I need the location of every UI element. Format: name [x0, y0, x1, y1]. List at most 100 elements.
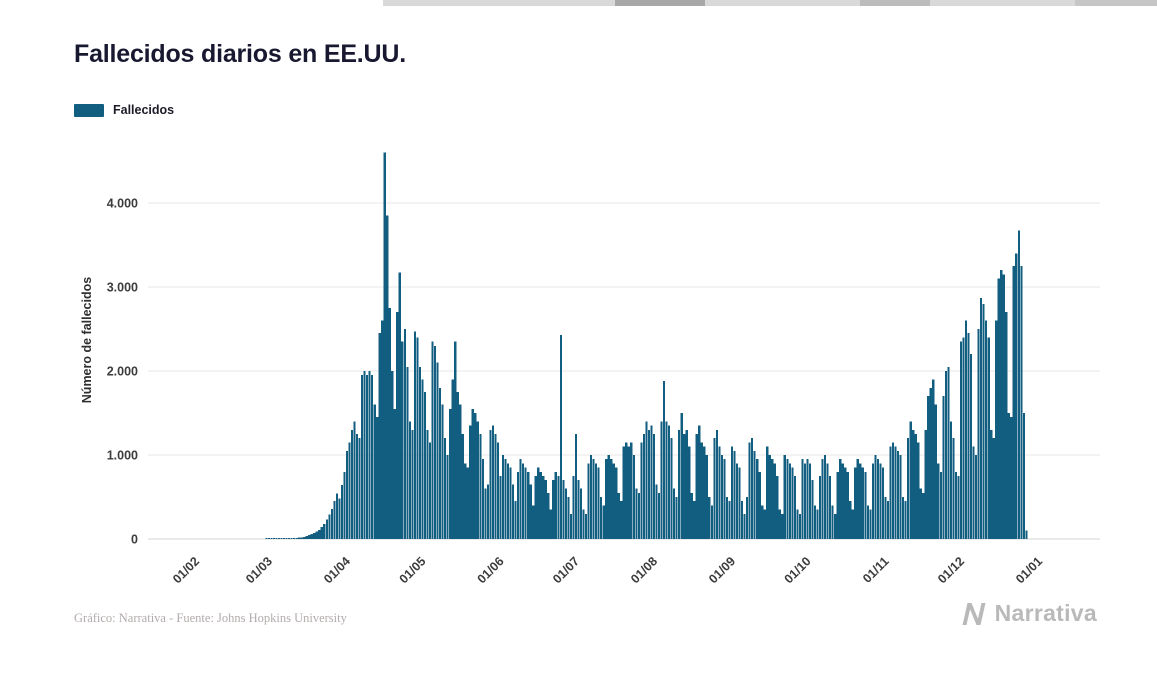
chart-bar[interactable]	[459, 404, 462, 539]
chart-bar[interactable]	[642, 434, 646, 539]
chart-bar[interactable]	[1002, 274, 1005, 539]
chart-bar[interactable]	[972, 446, 975, 539]
chart-bar[interactable]	[431, 341, 434, 539]
chart-bar[interactable]	[479, 434, 482, 539]
chart-bar[interactable]	[406, 366, 409, 539]
chart-bar[interactable]	[537, 467, 540, 539]
chart-bar[interactable]	[612, 463, 615, 539]
chart-bar[interactable]	[345, 450, 349, 539]
chart-bar[interactable]	[476, 421, 479, 539]
chart-bar[interactable]	[756, 459, 759, 539]
chart-bar[interactable]	[723, 459, 726, 539]
chart-bar[interactable]	[783, 455, 786, 539]
chart-bar[interactable]	[277, 538, 281, 539]
chart-bar[interactable]	[597, 467, 600, 539]
chart-bar[interactable]	[574, 434, 578, 539]
chart-bar[interactable]	[516, 471, 520, 539]
chart-bar[interactable]	[340, 485, 344, 539]
chart-bar[interactable]	[781, 513, 784, 539]
chart-bar[interactable]	[333, 501, 336, 539]
chart-bar[interactable]	[912, 429, 915, 539]
chart-bar[interactable]	[806, 459, 809, 539]
chart-bar[interactable]	[778, 509, 781, 539]
chart-bar[interactable]	[703, 446, 706, 539]
chart-bar[interactable]	[683, 434, 686, 539]
chart-bar[interactable]	[698, 425, 701, 539]
chart-bar[interactable]	[552, 480, 555, 539]
chart-bar[interactable]	[990, 429, 993, 539]
chart-bar[interactable]	[625, 442, 628, 539]
chart-bar[interactable]	[982, 303, 985, 539]
chart-bar[interactable]	[745, 497, 749, 539]
chart-bar[interactable]	[939, 471, 942, 539]
chart-bar[interactable]	[652, 434, 656, 539]
chart-bar[interactable]	[607, 455, 610, 539]
chart-bar[interactable]	[300, 537, 303, 539]
chart-bar[interactable]	[328, 514, 331, 539]
chart-bar[interactable]	[529, 484, 532, 539]
chart-bar[interactable]	[886, 501, 890, 539]
chart-bar[interactable]	[829, 476, 832, 539]
chart-bar[interactable]	[522, 463, 525, 539]
chart-bar[interactable]	[962, 337, 965, 539]
chart-bar[interactable]	[456, 392, 459, 539]
chart-bar[interactable]	[992, 438, 995, 539]
chart-bar[interactable]	[366, 375, 369, 539]
chart-bar[interactable]	[466, 467, 469, 539]
chart-bar[interactable]	[305, 536, 308, 539]
chart-bar[interactable]	[753, 450, 756, 539]
chart-bar[interactable]	[889, 446, 892, 539]
chart-bar[interactable]	[474, 413, 477, 539]
chart-bar[interactable]	[290, 538, 293, 539]
chart-bar[interactable]	[265, 538, 268, 539]
chart-bar[interactable]	[1012, 266, 1015, 539]
chart-bar[interactable]	[288, 538, 291, 539]
chart-bar[interactable]	[378, 333, 381, 539]
chart-bar[interactable]	[995, 320, 998, 539]
chart-bar[interactable]	[381, 320, 384, 539]
chart-bar[interactable]	[655, 484, 658, 539]
chart-bar[interactable]	[632, 455, 635, 539]
chart-bar[interactable]	[700, 442, 703, 539]
chart-bar[interactable]	[592, 459, 595, 539]
chart-bar[interactable]	[610, 459, 613, 539]
chart-bar[interactable]	[464, 463, 467, 539]
chart-bar[interactable]	[353, 421, 356, 539]
chart-bar[interactable]	[348, 442, 351, 539]
chart-bar[interactable]	[519, 459, 522, 539]
chart-bar[interactable]	[743, 513, 746, 539]
chart-bar[interactable]	[318, 529, 321, 539]
chart-bar[interactable]	[426, 429, 429, 539]
chart-bar[interactable]	[298, 537, 301, 539]
chart-bar[interactable]	[899, 455, 902, 539]
chart-bar[interactable]	[969, 354, 973, 539]
chart-bar[interactable]	[471, 408, 474, 539]
chart-bar[interactable]	[964, 320, 968, 539]
chart-bar[interactable]	[527, 471, 530, 539]
chart-bar[interactable]	[524, 467, 527, 539]
chart-bar[interactable]	[977, 329, 980, 539]
chart-bar[interactable]	[947, 366, 950, 539]
chart-bar[interactable]	[416, 337, 419, 539]
chart-bar[interactable]	[491, 425, 495, 539]
chart-bar[interactable]	[733, 450, 736, 539]
chart-bar[interactable]	[582, 509, 585, 539]
chart-bar[interactable]	[987, 337, 990, 539]
chart-bar[interactable]	[360, 375, 364, 539]
chart-bar[interactable]	[944, 371, 947, 539]
chart-bar[interactable]	[685, 429, 688, 539]
chart-bar[interactable]	[839, 459, 842, 539]
chart-bar[interactable]	[859, 463, 862, 539]
chart-bar[interactable]	[957, 476, 960, 539]
chart-bar[interactable]	[690, 492, 693, 539]
chart-bar[interactable]	[371, 375, 374, 539]
chart-bar[interactable]	[335, 493, 339, 539]
chart-bar[interactable]	[436, 362, 439, 539]
chart-bar[interactable]	[511, 484, 515, 539]
chart-bar[interactable]	[758, 471, 761, 539]
chart-bar[interactable]	[796, 509, 799, 539]
chart-bar[interactable]	[811, 480, 814, 539]
chart-bar[interactable]	[1022, 413, 1025, 539]
chart-bar[interactable]	[506, 463, 510, 539]
chart-bar[interactable]	[330, 508, 333, 539]
